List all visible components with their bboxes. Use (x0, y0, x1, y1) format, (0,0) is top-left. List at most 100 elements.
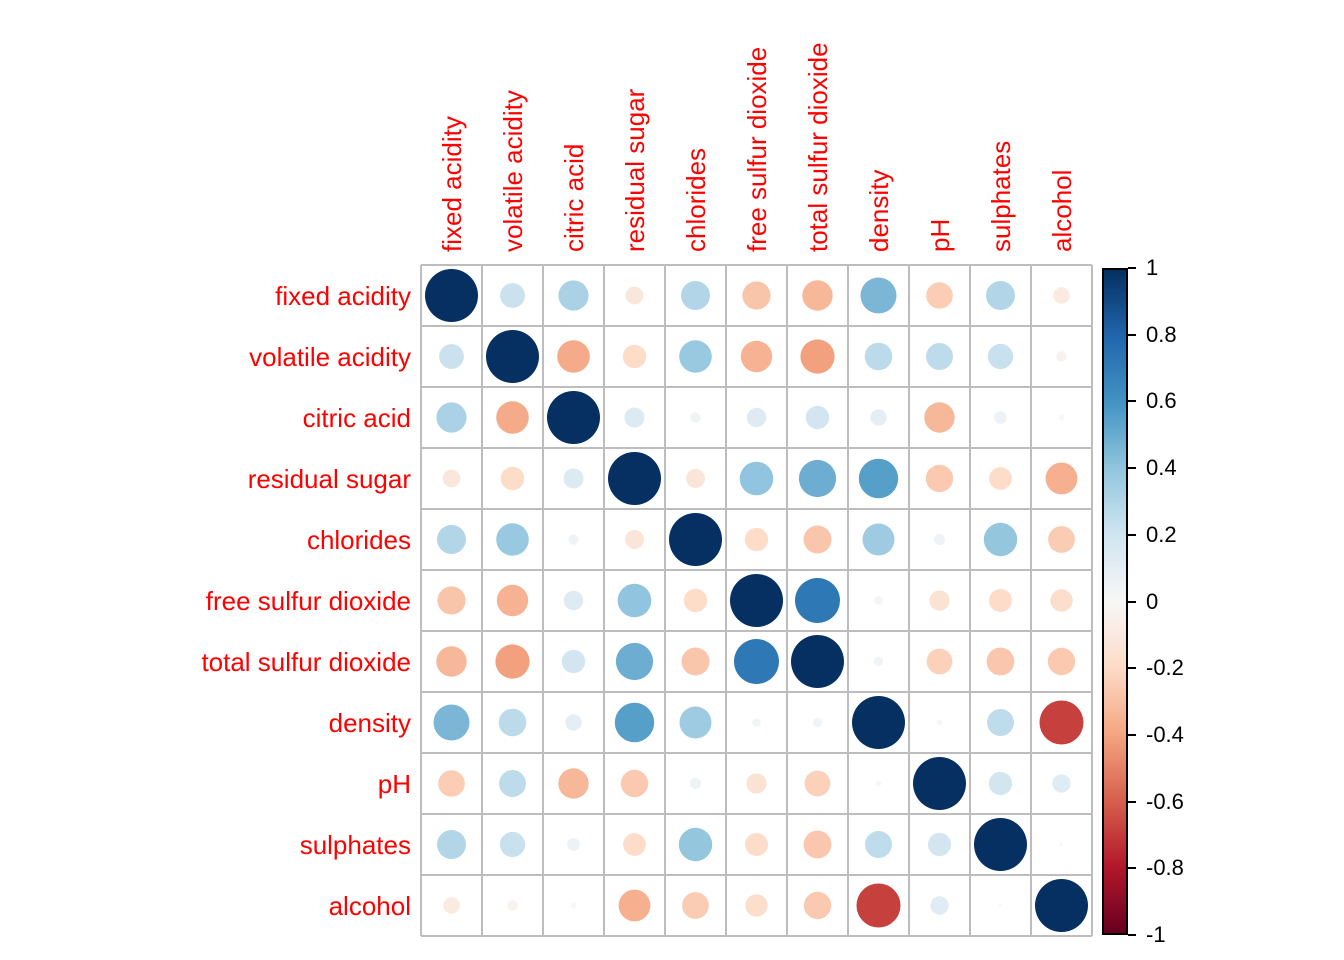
corr-circle (496, 584, 529, 617)
row-label-sulphates: sulphates (299, 829, 411, 860)
corr-circle (804, 770, 831, 797)
corr-circle (927, 832, 952, 857)
row-label-density: density (328, 707, 411, 738)
corr-circle (686, 469, 705, 488)
corr-circle (486, 330, 539, 383)
corr-circle (860, 277, 897, 314)
row-label-volatile-acidity: volatile acidity (249, 341, 411, 372)
corr-circle (1058, 414, 1065, 421)
corr-circle (437, 830, 466, 859)
row-label-pH: pH (377, 768, 411, 799)
corr-circle (437, 525, 466, 554)
corr-circle (929, 590, 950, 611)
colorbar-tick (1128, 934, 1136, 936)
corr-circle (925, 464, 954, 493)
corr-circle (865, 831, 892, 858)
corr-circle (500, 466, 525, 491)
corr-circle (742, 281, 771, 310)
corr-circle (681, 647, 710, 676)
col-label-residual-sugar: residual sugar (619, 88, 650, 252)
corr-circle (615, 642, 654, 681)
corr-circle (679, 706, 712, 739)
corr-circle (682, 892, 709, 919)
corr-circle (926, 282, 953, 309)
colorbar-tick (1128, 333, 1136, 336)
corr-circle (989, 467, 1012, 490)
corr-circle (563, 468, 584, 489)
corr-circle (986, 647, 1015, 676)
corr-circle (875, 780, 882, 787)
row-label-citric-acid: citric acid (302, 402, 411, 433)
corr-circle (730, 574, 783, 627)
corr-circle (803, 525, 832, 554)
col-label-fixed-acidity: fixed acidity (436, 116, 467, 252)
colorbar-tick-label: 0.8 (1146, 321, 1177, 347)
corr-circle (442, 469, 461, 488)
corr-circle (802, 280, 833, 311)
corr-circle (805, 405, 830, 430)
colorbar-tick (1128, 733, 1136, 736)
corr-circle (989, 589, 1012, 612)
corr-circle (625, 286, 644, 305)
corr-circle (690, 412, 701, 423)
corr-circle (439, 344, 464, 369)
corr-circle (436, 402, 467, 433)
corr-circle (669, 513, 722, 566)
colorbar-tick (1128, 800, 1136, 803)
corr-circle (913, 757, 966, 810)
corr-circle (437, 586, 466, 615)
corr-circle (744, 527, 769, 552)
corr-circle (873, 656, 884, 667)
correlation-grid (420, 264, 1093, 937)
corr-circle (1035, 879, 1088, 932)
corr-circle (1039, 700, 1084, 745)
corr-circle (563, 590, 584, 611)
colorbar-tick (1128, 600, 1136, 603)
col-label-free-sulfur-dioxide: free sulfur dioxide (741, 46, 772, 252)
colorbar-tick (1128, 400, 1136, 403)
corr-circle (1052, 774, 1071, 793)
colorbar-tick-label: 1 (1146, 255, 1159, 280)
corr-circle (739, 461, 774, 496)
corr-circle (856, 883, 901, 928)
corr-circle (499, 831, 526, 858)
corr-circle (438, 770, 465, 797)
corr-circle (433, 704, 470, 741)
colorbar-tick (1128, 267, 1136, 269)
corr-circle (983, 522, 1018, 557)
corr-circle (734, 639, 779, 684)
corr-circle (1053, 287, 1070, 304)
row-label-chlorides: chlorides (306, 524, 411, 555)
corr-circle (791, 635, 844, 688)
corr-circle (798, 459, 837, 498)
colorbar-tick-label: -0.6 (1146, 788, 1184, 814)
row-label-alcohol: alcohol (328, 890, 411, 921)
colorbar-tick (1128, 867, 1136, 870)
corr-circle (746, 407, 767, 428)
corr-circle (683, 588, 708, 613)
corr-circle (1056, 351, 1067, 362)
colorbar-tick-label: -1 (1146, 922, 1166, 947)
corr-circle (803, 891, 832, 920)
corr-circle (495, 644, 530, 679)
corr-circle (930, 896, 949, 915)
corr-circle (1060, 843, 1063, 846)
corr-circle (924, 402, 955, 433)
corr-circle (1050, 589, 1073, 612)
col-label-chlorides: chlorides (680, 147, 711, 252)
corr-circle (623, 833, 646, 856)
corr-circle (795, 578, 840, 623)
corr-circle (557, 340, 590, 373)
corr-circle (987, 709, 1014, 736)
corr-circle (565, 714, 582, 731)
corr-circle (498, 708, 527, 737)
corr-circle (858, 458, 899, 499)
corr-circle (443, 897, 460, 914)
corr-circle (1045, 462, 1078, 495)
corr-circle (870, 409, 887, 426)
corr-circle (926, 648, 953, 675)
corr-circle (933, 533, 946, 546)
corr-circle (745, 894, 768, 917)
colorbar-tick-label: -0.4 (1146, 721, 1184, 747)
corr-circle (800, 339, 835, 374)
